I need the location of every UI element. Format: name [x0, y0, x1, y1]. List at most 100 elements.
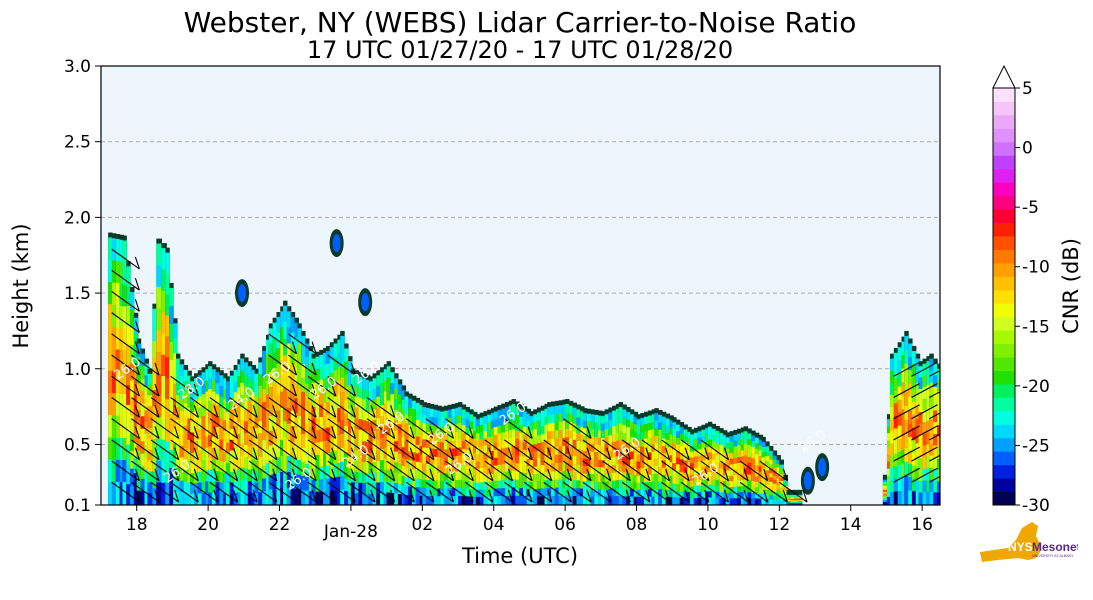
- cnr-cell: [251, 448, 257, 460]
- cnr-cell: [276, 363, 281, 380]
- cnr-cell: [237, 375, 242, 389]
- cnr-cell: [301, 349, 306, 365]
- cnr-cell: [918, 469, 924, 482]
- cnr-cell: [258, 374, 263, 387]
- wind-barb-flag: [409, 468, 415, 482]
- wind-barb-flag: [684, 489, 690, 503]
- cnr-cell: [794, 496, 799, 498]
- cnr-cell: [286, 439, 292, 457]
- cnr-cell: [901, 422, 906, 437]
- cnr-cell: [258, 492, 263, 505]
- cnr-cell: [311, 370, 317, 384]
- cnr-cell: [225, 381, 231, 393]
- cnr-cell: [350, 471, 356, 483]
- cnr-cell: [144, 457, 150, 470]
- cnr-cell: [697, 497, 702, 505]
- cnr-cell: [215, 449, 221, 461]
- cnr-cell: [483, 460, 488, 468]
- cnr-cell: [358, 408, 363, 420]
- cnr-cell: [576, 409, 581, 418]
- cnr-cell: [951, 374, 955, 385]
- cnr-cell: [161, 290, 167, 313]
- cnr-cell: [272, 322, 278, 339]
- x-tick-label: 06: [554, 515, 576, 535]
- wind-barb-flag: [527, 468, 533, 482]
- cnr-cell: [882, 483, 888, 487]
- cnr-cell: [475, 468, 481, 477]
- cnr-cell: [911, 376, 917, 390]
- cnr-cell: [893, 428, 899, 442]
- cnr-cell: [205, 447, 210, 460]
- cnr-cell: [747, 468, 752, 476]
- cnr-cell: [443, 496, 449, 505]
- cnr-cell: [197, 461, 203, 473]
- cnr-cell: [536, 458, 542, 467]
- cnr-cell: [240, 370, 245, 384]
- cnr-cell: [254, 428, 259, 440]
- cnr-cell: [337, 339, 342, 354]
- wind-barb: [739, 460, 769, 482]
- cnr-cell: [187, 461, 192, 473]
- cnr-cell: [130, 362, 135, 381]
- cnr-cell: [443, 480, 449, 490]
- cnr-cell: [201, 471, 206, 483]
- cnr-cell: [797, 498, 803, 501]
- cnr-cell: [475, 447, 481, 456]
- cnr-cell: [175, 443, 181, 457]
- cnr-cell: [761, 498, 766, 505]
- cnr-cell: [272, 368, 278, 384]
- cnr-cell: [797, 497, 803, 499]
- cnr-cell: [576, 440, 581, 450]
- cnr-cell: [397, 414, 403, 425]
- cnr-cell: [215, 471, 221, 483]
- cnr-cell: [268, 489, 274, 505]
- cnr-cell: [225, 452, 231, 464]
- cnr-cell: [572, 415, 578, 425]
- cnr-cell: [693, 462, 699, 469]
- cnr-cell: [415, 444, 421, 455]
- cnr-cell: [951, 471, 955, 482]
- cnr-cell: [501, 440, 506, 449]
- cnr-cell: [473, 467, 478, 476]
- cnr-cell: [519, 488, 524, 497]
- wind-barb: [327, 354, 356, 376]
- cnr-cell: [473, 474, 478, 483]
- cnr-cell: [140, 428, 146, 442]
- wind-barb-flag: [311, 362, 317, 376]
- wind-barb-flag: [252, 405, 258, 418]
- cnr-cell: [776, 478, 781, 483]
- cnr-cell: [144, 433, 150, 447]
- cnr-cell: [122, 284, 127, 308]
- cnr-cell: [886, 489, 892, 498]
- cnr-cell: [475, 440, 481, 449]
- cnr-cell: [458, 455, 463, 465]
- cnr-cell: [640, 446, 645, 455]
- cnr-cell: [337, 394, 342, 409]
- cnr-cell: [126, 424, 131, 446]
- cnr-cell: [776, 460, 781, 465]
- cnr-cell: [429, 456, 435, 465]
- cnr-cell: [526, 436, 532, 445]
- cnr-cell: [437, 434, 442, 443]
- cnr-cell: [490, 420, 496, 429]
- cnr-cell: [479, 432, 485, 440]
- wind-barb: [189, 397, 219, 418]
- wind-barb-flag: [429, 489, 435, 503]
- colorbar-segment: [993, 141, 1015, 156]
- cnr-cell: [554, 495, 560, 505]
- cnr-cell: [612, 418, 617, 427]
- cnr-cell: [707, 491, 713, 499]
- cnr-cell: [483, 416, 488, 425]
- cnr-cell: [305, 437, 310, 452]
- cnr-cell: [358, 493, 363, 505]
- chart-subtitle: 17 UTC 01/27/20 - 17 UTC 01/28/20: [307, 36, 733, 64]
- wind-barb: [720, 460, 749, 482]
- cnr-cell: [344, 348, 349, 363]
- cnr-cell: [951, 439, 955, 450]
- cnr-cell: [144, 363, 150, 376]
- cnr-cell: [540, 418, 546, 427]
- cnr-cell: [582, 473, 588, 482]
- cnr-cell: [419, 437, 424, 447]
- cnr-cell: [944, 493, 948, 504]
- cnr-cell: [136, 437, 142, 452]
